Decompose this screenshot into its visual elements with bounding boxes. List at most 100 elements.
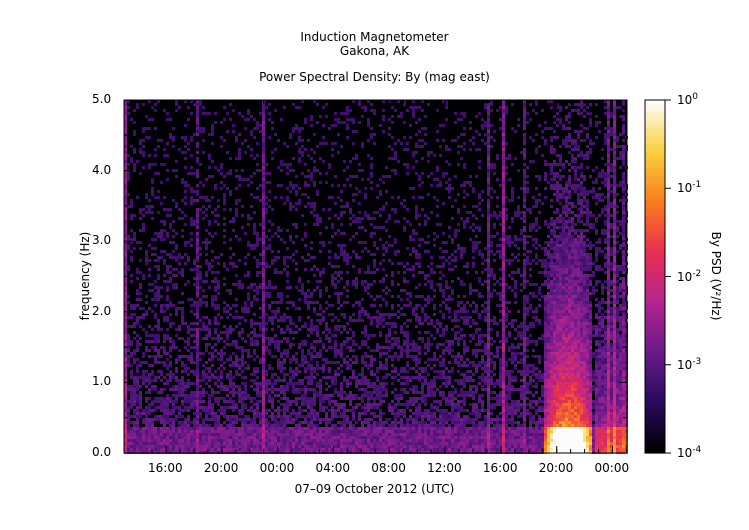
colorbar-segment <box>645 380 665 386</box>
colorbar-tick-label: 10-4 <box>677 445 702 460</box>
colorbar-segment <box>645 348 665 354</box>
colorbar-segment <box>645 104 665 109</box>
colorbar-segment <box>645 240 665 246</box>
colorbar-segment <box>645 308 665 314</box>
y-tick-label: 2.0 <box>92 303 112 318</box>
colorbar-segment <box>645 320 665 326</box>
colorbar-segment <box>645 136 665 141</box>
colorbar-segment <box>645 432 665 438</box>
colorbar-segment <box>645 412 665 418</box>
colorbar-segment <box>645 352 665 358</box>
axis-ticks <box>124 99 671 454</box>
x-tick-label: 16:00 <box>482 461 518 475</box>
colorbar-segment <box>645 420 665 426</box>
chart-subtitle: Power Spectral Density: By (mag east) <box>259 70 490 84</box>
colorbar-segment <box>645 328 665 334</box>
colorbar-segment <box>645 100 665 105</box>
colorbar-segment <box>645 288 665 294</box>
colorbar-segment <box>645 292 665 298</box>
x-tick-label: 20:00 <box>538 461 574 475</box>
colorbar-segment <box>645 180 665 185</box>
y-tick-label: 3.0 <box>92 233 112 248</box>
colorbar-segment <box>645 160 665 165</box>
y-tick-label: 1.0 <box>92 374 112 389</box>
colorbar-segment <box>645 416 665 422</box>
colorbar-segment <box>645 444 665 450</box>
colorbar-segment <box>645 120 665 125</box>
colorbar-segment <box>645 112 665 117</box>
colorbar-segment <box>645 268 665 274</box>
colorbar-segment <box>645 212 665 217</box>
colorbar-segment <box>645 304 665 310</box>
colorbar-segment <box>645 220 665 225</box>
colorbar-segment <box>645 148 665 153</box>
colorbar <box>645 100 665 454</box>
x-tick-label: 00:00 <box>259 461 295 475</box>
colorbar-segment <box>645 296 665 302</box>
colorbar-segment <box>645 256 665 262</box>
colorbar-segment <box>645 164 665 169</box>
colorbar-segment <box>645 132 665 137</box>
colorbar-segment <box>645 316 665 322</box>
colorbar-segment <box>645 208 665 213</box>
colorbar-segment <box>645 204 665 209</box>
colorbar-segment <box>645 344 665 350</box>
colorbar-segment <box>645 312 665 318</box>
colorbar-segment <box>645 396 665 402</box>
colorbar-segment <box>645 184 665 189</box>
colorbar-segment <box>645 176 665 181</box>
colorbar-segment <box>645 300 665 306</box>
colorbar-segment <box>645 356 665 362</box>
y-tick-label: 5.0 <box>92 92 112 106</box>
colorbar-segment <box>645 284 665 290</box>
colorbar-segment <box>645 140 665 145</box>
colorbar-segment <box>645 168 665 173</box>
colorbar-segment <box>645 404 665 410</box>
colorbar-segment <box>645 280 665 286</box>
colorbar-segment <box>645 192 665 197</box>
colorbar-segment <box>645 128 665 133</box>
x-axis-label: 07–09 October 2012 (UTC) <box>294 482 455 496</box>
colorbar-segment <box>645 440 665 446</box>
colorbar-segment <box>645 116 665 121</box>
spectrogram-heatmap <box>124 100 628 454</box>
colorbar-segment <box>645 216 665 221</box>
colorbar-segment <box>645 236 665 241</box>
colorbar-segment <box>645 408 665 414</box>
colorbar-segment <box>645 368 665 374</box>
colorbar-segment <box>645 108 665 113</box>
colorbar-segment <box>645 200 665 205</box>
x-tick-label: 04:00 <box>315 461 351 475</box>
colorbar-segment <box>645 272 665 278</box>
x-tick-label: 12:00 <box>427 461 462 475</box>
colorbar-segment <box>645 388 665 394</box>
x-tick-label: 00:00 <box>594 461 630 475</box>
x-tick-label: 20:00 <box>203 461 239 475</box>
colorbar-segment <box>645 276 665 282</box>
colorbar-segment <box>645 324 665 330</box>
heatmap-cells <box>124 100 628 454</box>
colorbar-segment <box>645 436 665 442</box>
colorbar-segment <box>645 196 665 201</box>
colorbar-segment <box>645 384 665 390</box>
colorbar-segment <box>645 248 665 254</box>
colorbar-tick-label: 10-2 <box>677 268 702 284</box>
colorbar-tick-label: 10-1 <box>677 180 702 196</box>
y-tick-label: 0.0 <box>92 445 112 459</box>
colorbar-segment <box>645 336 665 342</box>
colorbar-segment <box>645 172 665 177</box>
colorbar-segment <box>645 156 665 161</box>
chart-title-line1: Induction Magnetometer <box>300 30 449 44</box>
colorbar-segment <box>645 188 665 193</box>
colorbar-segment <box>645 252 665 258</box>
colorbar-segment <box>645 244 665 250</box>
colorbar-segment <box>645 376 665 382</box>
chart-title-line2: Gakona, AK <box>339 44 410 58</box>
colorbar-segment <box>645 428 665 434</box>
colorbar-segment <box>645 124 665 129</box>
colorbar-segment <box>645 400 665 406</box>
y-axis-label: frequency (Hz) <box>78 231 92 321</box>
colorbar-segment <box>645 224 665 229</box>
colorbar-segment <box>645 340 665 346</box>
x-tick-label: 16:00 <box>148 461 183 475</box>
